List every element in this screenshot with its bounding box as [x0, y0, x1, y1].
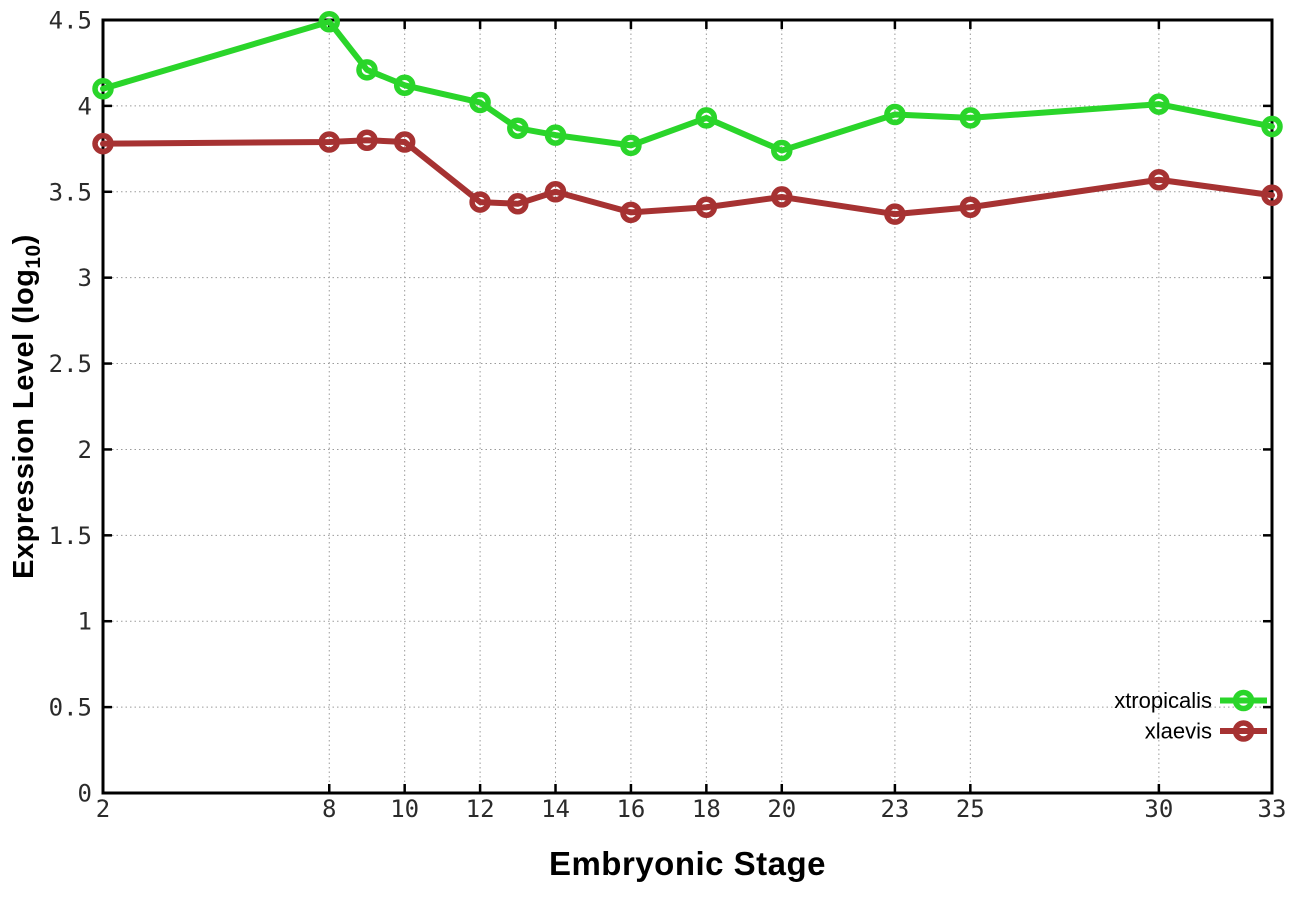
x-tick-label: 16 [616, 795, 645, 823]
y-axis-title-suffix: ) [8, 234, 40, 245]
series-marker-xtropicalis [318, 10, 341, 33]
y-tick-label: 0.5 [49, 694, 92, 722]
series-marker-xtropicalis [469, 91, 491, 114]
series-marker-xtropicalis [507, 117, 529, 139]
series-marker-xlaevis [507, 193, 529, 215]
legend-label-xtropicalis: xtropicalis [1114, 688, 1212, 713]
series-marker-xtropicalis [1148, 93, 1170, 115]
series-marker-xtropicalis [959, 107, 982, 129]
legend-sample-marker-xlaevis [1232, 720, 1255, 742]
series-marker-xtropicalis [620, 134, 642, 157]
series-marker-xlaevis [356, 129, 378, 151]
plot-border [101, 18, 1274, 795]
y-tick-label: 4 [78, 92, 92, 120]
y-tick-label: 0 [78, 780, 92, 808]
series-marker-xlaevis [1148, 169, 1170, 191]
y-tick-label: 1 [78, 608, 92, 636]
x-axis-title: Embryonic Stage [548, 845, 827, 882]
series-marker-xlaevis [393, 131, 416, 153]
series-marker-xtropicalis [92, 77, 114, 100]
series-marker-xtropicalis [1261, 115, 1283, 138]
series-marker-xtropicalis [695, 107, 718, 129]
series-marker-xlaevis [771, 186, 793, 208]
y-tick-label: 2 [78, 436, 92, 464]
x-tick-label: 33 [1258, 795, 1287, 823]
x-tick-label: 30 [1144, 795, 1173, 823]
x-tick-label: 8 [322, 795, 336, 823]
y-axis-title: Expression Level (log10) [2, 20, 46, 793]
series-marker-xlaevis [884, 203, 906, 225]
series-marker-xtropicalis [393, 74, 416, 97]
y-tick-label: 2.5 [49, 350, 92, 378]
legend-label-xlaevis: xlaevis [1145, 719, 1212, 744]
y-axis-title-text: Expression Level (log [8, 268, 40, 579]
y-tick-label: 3 [78, 264, 92, 292]
series-marker-xtropicalis [884, 103, 906, 126]
x-tick-label: 23 [880, 795, 909, 823]
x-tick-label: 10 [390, 795, 419, 823]
y-tick-label: 3.5 [49, 178, 92, 206]
series-marker-xlaevis [469, 191, 491, 213]
series-marker-xlaevis [620, 201, 642, 224]
x-tick-label: 18 [692, 795, 721, 823]
series-marker-xlaevis [318, 131, 341, 153]
y-tick-label: 1.5 [49, 522, 92, 550]
series-marker-xlaevis [695, 196, 718, 218]
series-marker-xlaevis [1261, 184, 1283, 206]
series-marker-xlaevis [959, 196, 982, 218]
y-axis-title-subscript: 10 [21, 244, 45, 269]
legend-sample-marker-xtropicalis [1232, 689, 1255, 712]
x-tick-label: 25 [956, 795, 985, 823]
x-tick-label: 2 [96, 795, 110, 823]
y-tick-label: 4.5 [49, 7, 92, 35]
x-tick-label: 12 [466, 795, 495, 823]
series-marker-xtropicalis [544, 124, 567, 146]
series-marker-xtropicalis [771, 139, 793, 162]
series-marker-xlaevis [544, 181, 567, 203]
x-tick-label: 14 [541, 795, 570, 823]
series-line-xtropicalis [100, 18, 1275, 154]
series-line-xlaevis [100, 137, 1275, 218]
series-marker-xlaevis [92, 132, 114, 155]
x-tick-label: 20 [767, 795, 796, 823]
series-marker-xtropicalis [356, 59, 378, 81]
